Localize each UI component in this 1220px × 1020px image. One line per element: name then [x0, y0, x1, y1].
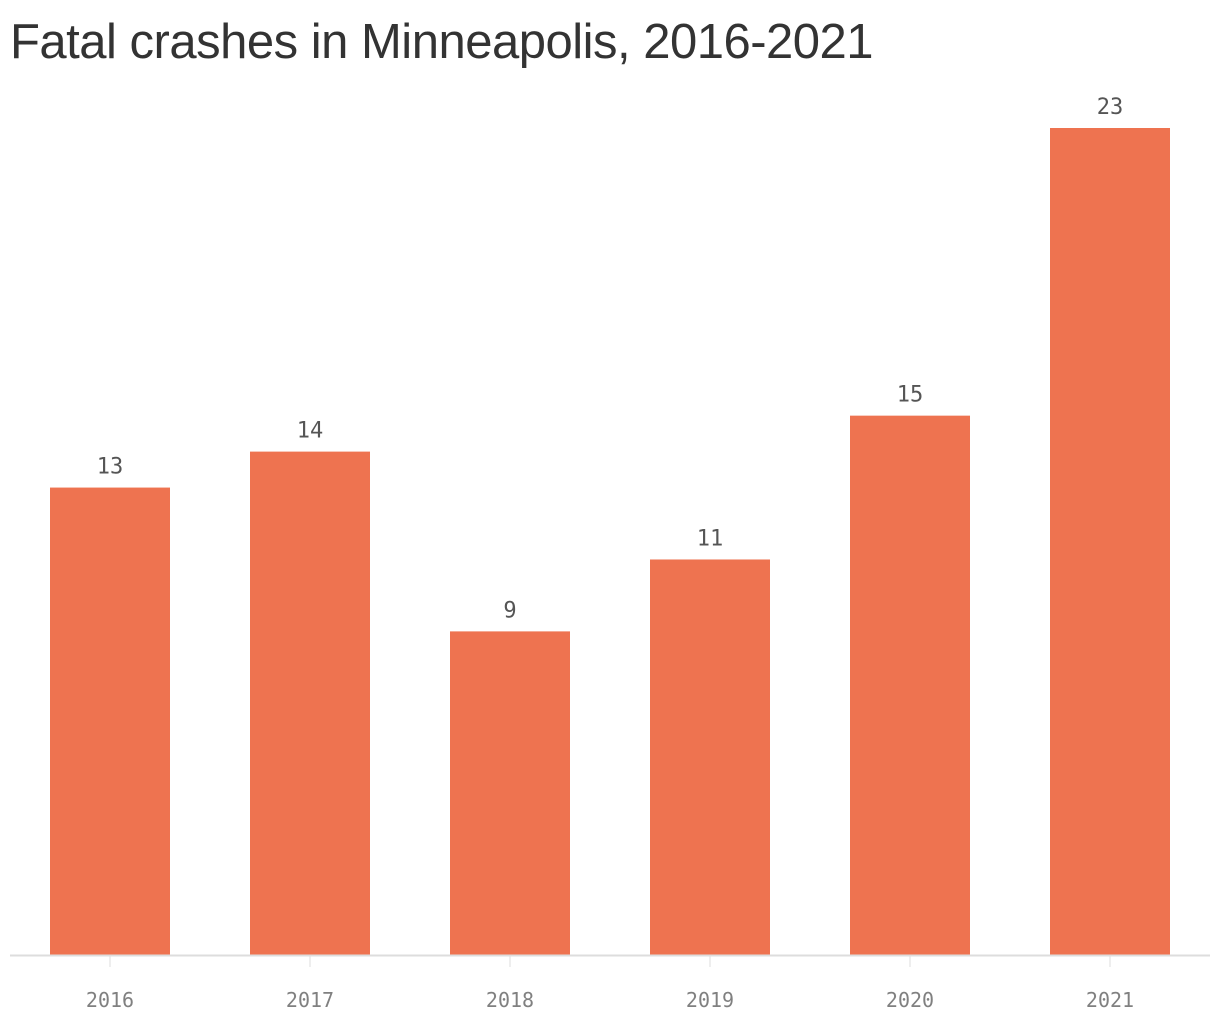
chart-title: Fatal crashes in Minneapolis, 2016-2021: [10, 15, 874, 69]
x-tick-label-2018: 2018: [486, 988, 534, 1012]
bar-2019: [650, 559, 770, 955]
value-label-2021: 23: [1097, 95, 1124, 120]
x-tick-label-2020: 2020: [886, 988, 934, 1012]
value-label-2017: 14: [297, 419, 324, 444]
value-label-2018: 9: [503, 598, 516, 623]
bars-group: [50, 128, 1170, 955]
x-axis-labels-group: 2016 2017 2018 2019 2020 2021: [86, 988, 1134, 1012]
value-labels-group: 13 14 9 11 15 23: [97, 95, 1124, 623]
x-tick-label-2016: 2016: [86, 988, 134, 1012]
x-tick-label-2021: 2021: [1086, 988, 1134, 1012]
x-tick-label-2017: 2017: [286, 988, 334, 1012]
bar-2020: [850, 415, 970, 955]
bar-2017: [250, 451, 370, 955]
x-axis-ticks-group: [109, 955, 1111, 967]
bar-2018: [450, 631, 570, 955]
value-label-2020: 15: [897, 383, 924, 408]
value-label-2016: 13: [97, 455, 124, 480]
bar-2021: [1050, 128, 1170, 955]
x-tick-label-2019: 2019: [686, 988, 734, 1012]
value-label-2019: 11: [697, 526, 724, 551]
bar-2016: [50, 487, 170, 955]
